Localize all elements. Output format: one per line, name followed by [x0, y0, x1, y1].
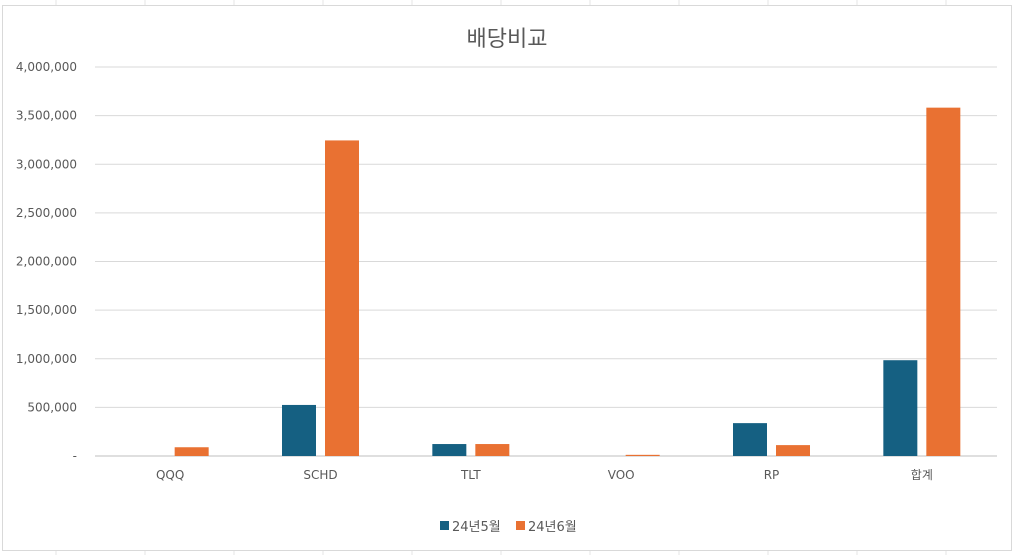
legend-label: 24년6월 [528, 520, 577, 535]
bar-series1 [282, 404, 316, 456]
y-tick-label: 3,000,000 [16, 157, 77, 171]
y-tick-label: 3,500,000 [16, 109, 77, 123]
y-tick-label: 4,000,000 [16, 60, 77, 74]
x-tick-label: RP [764, 468, 780, 482]
x-tick-label: SCHD [303, 468, 337, 482]
gridlines [95, 66, 997, 457]
y-tick-label: - [73, 449, 77, 463]
y-tick-label: 2,000,000 [16, 255, 77, 269]
y-tick-label: 1,000,000 [16, 352, 77, 366]
bar-series2 [325, 140, 359, 456]
bar-series2 [625, 454, 660, 456]
chart-frame[interactable] [2, 5, 1012, 551]
y-tick-label: 500,000 [27, 400, 77, 414]
x-tick-label: 합계 [911, 468, 933, 482]
x-tick-label: TLT [460, 468, 481, 482]
bar-series2 [475, 444, 510, 456]
axes: - 500,000 1,000,000 1,500,000 2,000,000 2,500… [16, 60, 933, 482]
legend-swatch [440, 521, 449, 530]
legend: 24년5월 24년6월 [440, 520, 577, 535]
bars [174, 107, 961, 456]
bar-series1 [733, 423, 767, 456]
bar-series2 [776, 445, 810, 456]
y-tick-label: 2,500,000 [16, 206, 77, 220]
x-tick-label: QQQ [156, 468, 184, 482]
legend-label: 24년5월 [452, 520, 501, 535]
bar-series1 [883, 360, 918, 456]
bar-series2 [174, 447, 209, 456]
chart-title: 배당비교 [467, 27, 548, 52]
legend-swatch [516, 521, 525, 530]
bar-series1 [432, 444, 467, 456]
bar-series2 [926, 107, 961, 456]
x-tick-label: VOO [608, 468, 635, 482]
y-tick-label: 1,500,000 [16, 303, 77, 317]
